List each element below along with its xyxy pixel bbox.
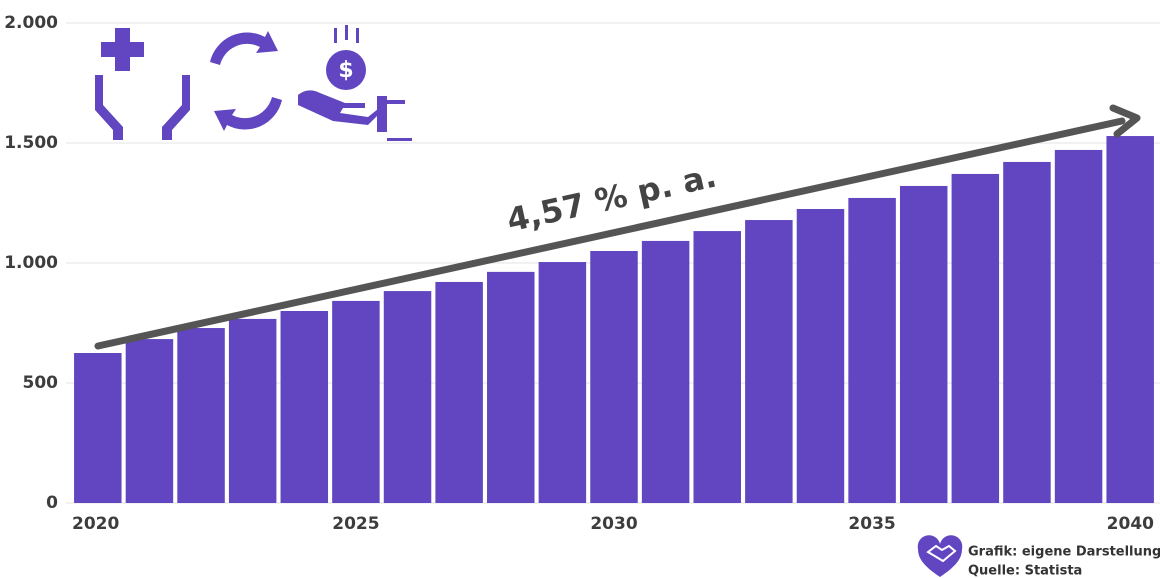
- bar: [899, 185, 948, 503]
- footer-line: Quelle: Statista: [968, 564, 1082, 578]
- bar: [383, 291, 432, 503]
- x-tick-label: 2040: [1107, 514, 1154, 534]
- icons: $: [95, 25, 412, 141]
- bar: [228, 318, 277, 503]
- bar: [1106, 136, 1154, 504]
- x-tick-label: 2020: [72, 514, 119, 534]
- footer-line: Grafik: eigene Darstellung: [968, 545, 1160, 560]
- y-tick-label: 0: [46, 493, 58, 513]
- y-tick-label: 1.500: [4, 133, 58, 153]
- bar: [641, 240, 690, 504]
- x-tick-label: 2035: [848, 514, 895, 534]
- trend-annotation: 4,57 % p. a.: [503, 157, 719, 240]
- y-tick-label: 1.000: [4, 253, 58, 273]
- bar: [590, 251, 638, 503]
- bar: [848, 197, 896, 503]
- y-tick-label: 500: [23, 373, 59, 393]
- bar: [1054, 149, 1103, 503]
- bar: [74, 353, 122, 503]
- bar: [280, 311, 329, 503]
- x-tick-label: 2025: [332, 514, 379, 534]
- bar: [745, 220, 793, 504]
- bar: [435, 281, 483, 503]
- bar: [538, 262, 587, 503]
- icon-dollar: $: [338, 58, 353, 83]
- trend-arrow: [94, 104, 1141, 350]
- bar: [332, 300, 380, 503]
- bar: [796, 209, 845, 503]
- footer-logo: [917, 535, 963, 577]
- bar: [125, 339, 174, 503]
- x-tick-label: 2030: [590, 514, 637, 534]
- plot: 0 500 1.000 1.500 2.000 2020 2025 2030 2035 2040: [4, 13, 1160, 534]
- bar: [177, 328, 225, 503]
- bar: [1003, 161, 1051, 503]
- bar: [693, 231, 741, 503]
- bar: [951, 173, 1000, 503]
- y-tick-label: 2.000: [4, 13, 58, 33]
- bar: [487, 271, 535, 503]
